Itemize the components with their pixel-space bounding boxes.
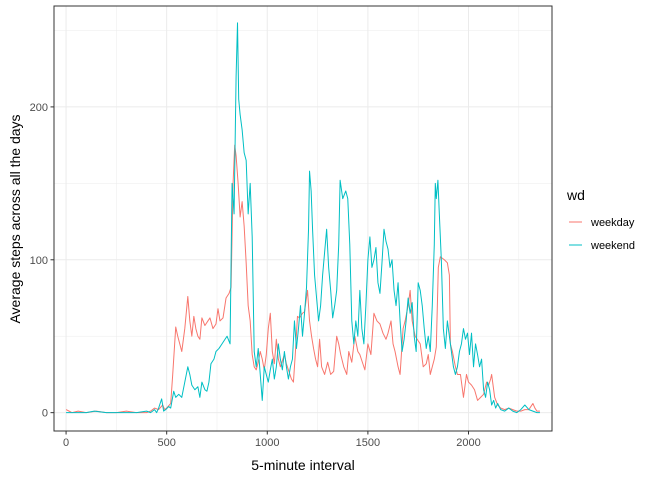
x-axis-ticks: 0 500 1000 1500 2000 [63, 431, 481, 449]
x-tick-label: 2000 [456, 437, 480, 449]
x-tick-label: 1000 [255, 437, 279, 449]
series-lines [65, 22, 540, 414]
y-tick-label: 100 [30, 255, 48, 267]
x-axis-title: 5-minute interval [251, 457, 355, 473]
legend-item-weekend: weekend [567, 236, 635, 253]
y-axis-title: Average steps across all the days [7, 114, 23, 323]
legend-title: wd [566, 187, 585, 203]
legend-item-weekday: weekday [567, 213, 635, 230]
series-line-weekend [66, 22, 540, 414]
y-tick-label: 200 [30, 102, 48, 114]
legend-label: weekday [590, 217, 635, 229]
series-line-weekday [65, 144, 540, 414]
legend-label: weekend [590, 240, 635, 252]
x-tick-label: 500 [157, 437, 175, 449]
x-tick-label: 1500 [356, 437, 380, 449]
legend-items: weekday weekend [567, 213, 635, 253]
plot-panel [54, 6, 552, 431]
y-axis-ticks: 0 100 200 [30, 102, 54, 420]
y-tick-label: 0 [42, 408, 48, 420]
plot-border [53, 5, 553, 432]
x-tick-label: 0 [63, 437, 69, 449]
legend: wd weekday weekend [566, 187, 635, 253]
